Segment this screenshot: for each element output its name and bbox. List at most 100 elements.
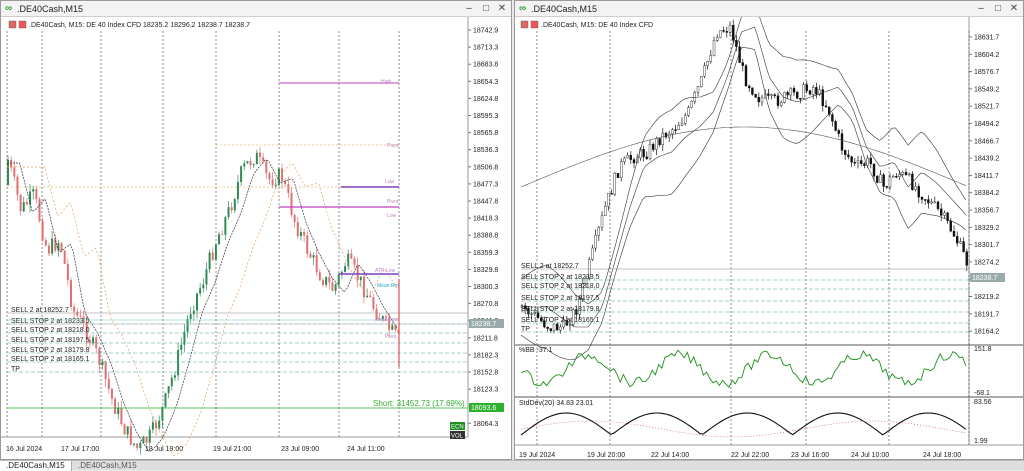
price-tick-label: 18411.7: [974, 173, 999, 180]
candle-body: [25, 202, 28, 205]
order-label: TP: [11, 366, 20, 373]
candle-body: [218, 234, 221, 245]
candle-body: [568, 324, 572, 326]
window-titlebar[interactable]: ∞ .DE40Cash,M15 – □ ✕: [1, 1, 511, 17]
price-tick-label: 18654.3: [473, 79, 498, 86]
candle-body: [776, 95, 780, 106]
candle-body: [296, 222, 299, 237]
candle-body: [249, 161, 252, 165]
tab-chart-2[interactable]: .DE40Cash,M15: [78, 461, 137, 470]
candle-body: [616, 173, 620, 178]
candle-body: [952, 230, 956, 237]
order-label: SELL STOP 2 at 18179.8: [521, 306, 600, 313]
close-icon[interactable]: ✕: [1009, 3, 1019, 14]
candle-body: [66, 263, 69, 281]
level-label: Mean Low: [375, 317, 398, 323]
candle-body: [167, 386, 170, 394]
candle-body: [82, 316, 85, 322]
order-label: SELL STOP 2 at 18233.5: [521, 274, 600, 281]
order-label: SELL STOP 2 at 18197.5: [11, 337, 90, 344]
candle-body: [581, 283, 585, 299]
candle-body: [655, 138, 658, 150]
close-icon[interactable]: ✕: [497, 3, 507, 14]
time-tick-label: 19 Jul 20:00: [587, 452, 625, 459]
price-tick-label: 18439.2: [974, 156, 999, 163]
minimize-icon[interactable]: –: [978, 3, 984, 14]
price-tick-label: 18388.8: [473, 233, 498, 240]
candle-body: [177, 349, 180, 376]
bb-tick-label: -68.1: [974, 390, 990, 397]
candle-body: [824, 105, 828, 108]
candle-body: [869, 157, 872, 165]
candle-body: [792, 88, 796, 93]
candle-body: [350, 253, 353, 259]
candle-body: [356, 264, 359, 281]
candle-body: [844, 150, 847, 155]
buy-sell-icon: [8, 20, 17, 29]
candle-body: [155, 422, 158, 429]
candle-body: [796, 91, 799, 99]
tab-chart-1[interactable]: .DE40Cash,M15: [0, 461, 72, 471]
price-tick-label: 18624.8: [473, 96, 498, 103]
chart-window-icon: ∞: [5, 3, 13, 14]
candle-body: [284, 181, 287, 185]
candle-body: [901, 172, 904, 175]
candle-body: [259, 152, 261, 158]
bollinger-upper: [520, 17, 967, 305]
maximize-icon[interactable]: □: [482, 3, 490, 14]
candle-body: [369, 295, 372, 298]
price-tick-label: 18506.8: [473, 164, 498, 171]
candle-body: [325, 276, 328, 285]
candle-body: [962, 241, 965, 252]
candle-body: [240, 166, 243, 183]
candle-body: [79, 315, 82, 317]
short-position-text: Short: 31452.73 (17.69%): [373, 399, 465, 408]
candle-body: [860, 160, 863, 164]
candle-body: [828, 106, 831, 115]
candle-body: [391, 325, 394, 330]
candle-body: [719, 30, 722, 38]
candle-body: [133, 443, 135, 445]
candle-body: [126, 426, 129, 435]
price-tick-label: 18713.3: [473, 45, 498, 52]
stddev-tick-label: 1.99: [974, 438, 988, 445]
candle-body: [594, 235, 597, 249]
price-chart[interactable]: 18742.9 18713.3 18683.8 18654.3 18624.8 18595…: [1, 17, 512, 460]
bb-tick-label: 151.8: [974, 346, 992, 353]
minimize-icon[interactable]: –: [466, 3, 472, 14]
ecn-badge-bg: [450, 422, 465, 430]
candle-body: [312, 255, 315, 258]
price-tick-label: 18549.2: [974, 86, 999, 93]
chart-window-icon: ∞: [519, 3, 527, 14]
price-chart-bollinger[interactable]: 18631.7 18604.2 18576.7 18549.2 18521.7 18494…: [515, 17, 1024, 460]
candle-body: [767, 93, 770, 96]
chart-window-right[interactable]: ∞ .DE40Cash,M15 – □ ✕ 18631.7 18604.2 1857…: [514, 0, 1024, 460]
candle-body: [780, 102, 783, 106]
window-titlebar[interactable]: ∞ .DE40Cash,M15 – □ ✕: [515, 1, 1023, 17]
price-tick-label: 18152.8: [473, 370, 498, 377]
candle-body: [246, 161, 249, 164]
close-trade-icon: [18, 20, 27, 29]
chart-window-left[interactable]: ∞ .DE40Cash,M15 – □ ✕ 18742.9 18713.3 1868…: [0, 0, 512, 460]
candle-body: [10, 159, 13, 168]
price-tick-label: 18742.9: [473, 28, 498, 35]
maximize-icon[interactable]: □: [994, 3, 1002, 14]
candle-body: [760, 97, 764, 103]
candle-body: [751, 87, 754, 95]
candle-body: [57, 243, 60, 251]
candle-body: [703, 65, 706, 77]
candle-body: [236, 182, 239, 200]
candle-body: [949, 220, 952, 232]
order-label: SELL 2 at 18252.7: [521, 263, 579, 270]
candle-body: [303, 232, 306, 236]
candle-body: [32, 189, 35, 192]
candle-body: [856, 160, 860, 164]
candle-body: [13, 167, 16, 177]
candle-body: [35, 189, 38, 200]
price-tick-label: 18123.3: [473, 387, 498, 394]
candle-body: [318, 272, 321, 281]
order-label: SELL STOP 2 at 18165.1: [11, 356, 90, 363]
price-tick-label: 18301.7: [974, 242, 999, 249]
candle-body: [540, 317, 543, 321]
price-tick-label: 18466.7: [974, 138, 999, 145]
